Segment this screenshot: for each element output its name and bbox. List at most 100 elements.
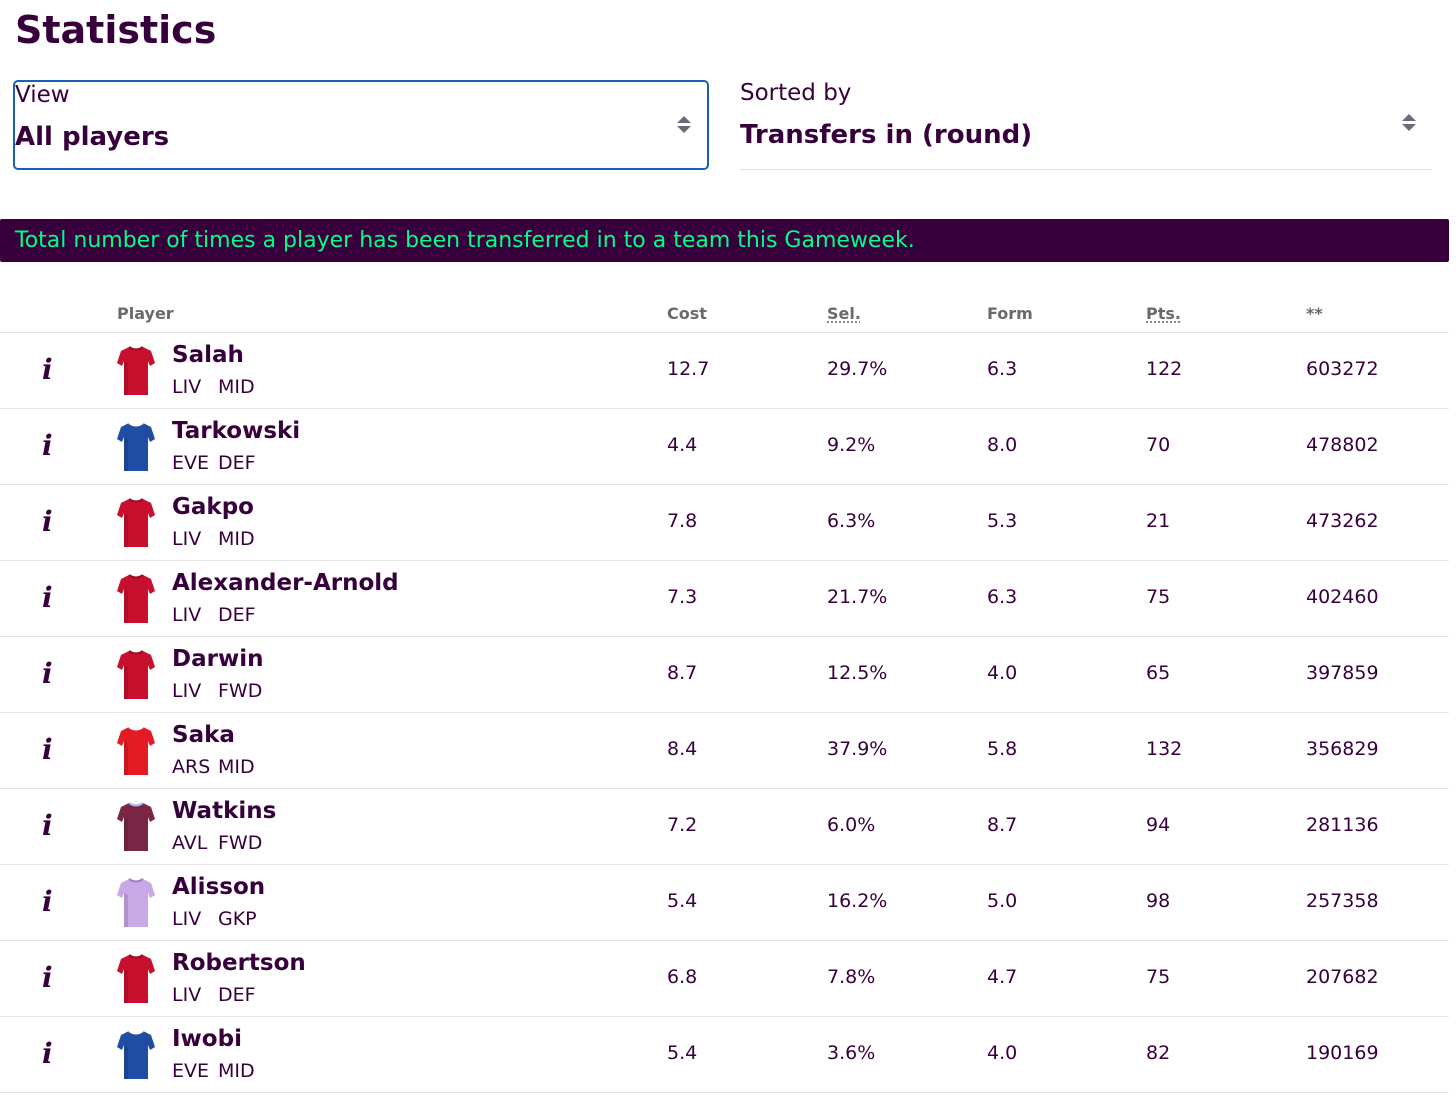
team-shirt-icon (117, 725, 155, 777)
selected-cell: 29.7% (827, 358, 888, 380)
player-team: EVE (172, 452, 210, 474)
info-icon[interactable]: i (42, 353, 53, 386)
points-cell: 65 (1146, 662, 1171, 684)
table-body: i Salah LIV MID 12.7 29.7% 6.3 122 603272 i Tarkow… (0, 333, 1449, 1093)
cost-cell: 5.4 (667, 890, 698, 912)
table-row[interactable]: i Robertson LIV DEF 6.8 7.8% 4.7 75 207682 (0, 941, 1449, 1017)
transfers-in-cell: 603272 (1306, 358, 1379, 380)
player-name[interactable]: Robertson (172, 950, 306, 976)
table-row[interactable]: i Iwobi EVE MID 5.4 3.6% 4.0 82 190169 (0, 1017, 1449, 1093)
player-team: AVL (172, 832, 208, 854)
player-position: DEF (218, 984, 256, 1006)
info-icon[interactable]: i (42, 581, 53, 614)
player-team: ARS (172, 756, 211, 778)
transfers-in-cell: 402460 (1306, 586, 1379, 608)
column-header-transfers-in[interactable]: ** (1306, 304, 1323, 323)
points-cell: 132 (1146, 738, 1183, 760)
player-team: LIV (172, 680, 202, 702)
select-arrows-icon[interactable] (1402, 114, 1416, 134)
sort-select[interactable]: Sorted by Transfers in (round) (740, 80, 1432, 170)
transfers-in-cell: 473262 (1306, 510, 1379, 532)
player-name[interactable]: Salah (172, 342, 244, 368)
table-header: Player Cost Sel. Form Pts. ** (0, 292, 1449, 333)
selected-cell: 12.5% (827, 662, 888, 684)
player-team: LIV (172, 908, 202, 930)
team-shirt-icon (117, 497, 155, 549)
column-header-form[interactable]: Form (987, 304, 1033, 323)
info-icon[interactable]: i (42, 733, 53, 766)
team-shirt-icon (117, 573, 155, 625)
table-row[interactable]: i Saka ARS MID 8.4 37.9% 5.8 132 356829 (0, 713, 1449, 789)
player-name[interactable]: Watkins (172, 798, 277, 824)
player-name[interactable]: Saka (172, 722, 235, 748)
selected-cell: 16.2% (827, 890, 888, 912)
player-name[interactable]: Iwobi (172, 1026, 242, 1052)
player-team: EVE (172, 1060, 210, 1082)
table-row[interactable]: i Tarkowski EVE DEF 4.4 9.2% 8.0 70 478802 (0, 409, 1449, 485)
view-select-value[interactable]: All players (15, 122, 170, 152)
team-shirt-icon (117, 421, 155, 473)
table-row[interactable]: i Darwin LIV FWD 8.7 12.5% 4.0 65 397859 (0, 637, 1449, 713)
table-row[interactable]: i Gakpo LIV MID 7.8 6.3% 5.3 21 473262 (0, 485, 1449, 561)
team-shirt-icon (117, 345, 155, 397)
player-name[interactable]: Darwin (172, 646, 264, 672)
form-cell: 5.3 (987, 510, 1018, 532)
form-cell: 8.0 (987, 434, 1018, 456)
player-position: MID (218, 528, 255, 550)
cost-cell: 4.4 (667, 434, 698, 456)
selected-cell: 7.8% (827, 966, 876, 988)
select-arrows-icon[interactable] (677, 116, 691, 136)
points-cell: 70 (1146, 434, 1171, 456)
info-icon[interactable]: i (42, 505, 53, 538)
player-name[interactable]: Tarkowski (172, 418, 301, 444)
table-row[interactable]: i Watkins AVL FWD 7.2 6.0% 8.7 94 281136 (0, 789, 1449, 865)
stats-table: Player Cost Sel. Form Pts. ** i Salah LIV M… (0, 292, 1449, 1093)
column-header-selected[interactable]: Sel. (827, 304, 861, 323)
team-shirt-icon (117, 953, 155, 1005)
player-position: MID (218, 1060, 255, 1082)
points-cell: 75 (1146, 966, 1171, 988)
team-shirt-icon (117, 801, 155, 853)
player-name[interactable]: Alisson (172, 874, 266, 900)
info-icon[interactable]: i (42, 429, 53, 462)
column-header-cost[interactable]: Cost (667, 304, 707, 323)
selected-cell: 6.0% (827, 814, 876, 836)
info-icon[interactable]: i (42, 809, 53, 842)
form-cell: 8.7 (987, 814, 1018, 836)
form-cell: 4.7 (987, 966, 1018, 988)
column-header-points[interactable]: Pts. (1146, 304, 1181, 323)
page-title: Statistics (15, 8, 217, 52)
cost-cell: 5.4 (667, 1042, 698, 1064)
transfers-in-cell: 257358 (1306, 890, 1379, 912)
table-row[interactable]: i Salah LIV MID 12.7 29.7% 6.3 122 603272 (0, 333, 1449, 409)
table-row[interactable]: i Alexander-Arnold LIV DEF 7.3 21.7% 6.3 75 4024… (0, 561, 1449, 637)
player-position: MID (218, 376, 255, 398)
player-name[interactable]: Gakpo (172, 494, 254, 520)
points-cell: 82 (1146, 1042, 1171, 1064)
points-cell: 122 (1146, 358, 1183, 380)
stat-description-banner: Total number of times a player has been … (0, 219, 1449, 262)
player-name[interactable]: Alexander-Arnold (172, 570, 399, 596)
view-select-label: View (15, 82, 70, 108)
player-team: LIV (172, 376, 202, 398)
transfers-in-cell: 281136 (1306, 814, 1379, 836)
info-icon[interactable]: i (42, 1037, 53, 1070)
cost-cell: 12.7 (667, 358, 710, 380)
cost-cell: 8.7 (667, 662, 698, 684)
player-position: GKP (218, 908, 257, 930)
form-cell: 4.0 (987, 1042, 1018, 1064)
info-icon[interactable]: i (42, 657, 53, 690)
team-shirt-icon (117, 1029, 155, 1081)
points-cell: 98 (1146, 890, 1171, 912)
table-row[interactable]: i Alisson LIV GKP 5.4 16.2% 5.0 98 257358 (0, 865, 1449, 941)
view-select[interactable]: View All players (13, 80, 709, 170)
transfers-in-cell: 356829 (1306, 738, 1379, 760)
transfers-in-cell: 207682 (1306, 966, 1379, 988)
points-cell: 21 (1146, 510, 1171, 532)
sort-select-label: Sorted by (740, 80, 852, 106)
selected-cell: 37.9% (827, 738, 888, 760)
sort-select-value[interactable]: Transfers in (round) (740, 120, 1033, 150)
info-icon[interactable]: i (42, 961, 53, 994)
cost-cell: 7.2 (667, 814, 698, 836)
info-icon[interactable]: i (42, 885, 53, 918)
